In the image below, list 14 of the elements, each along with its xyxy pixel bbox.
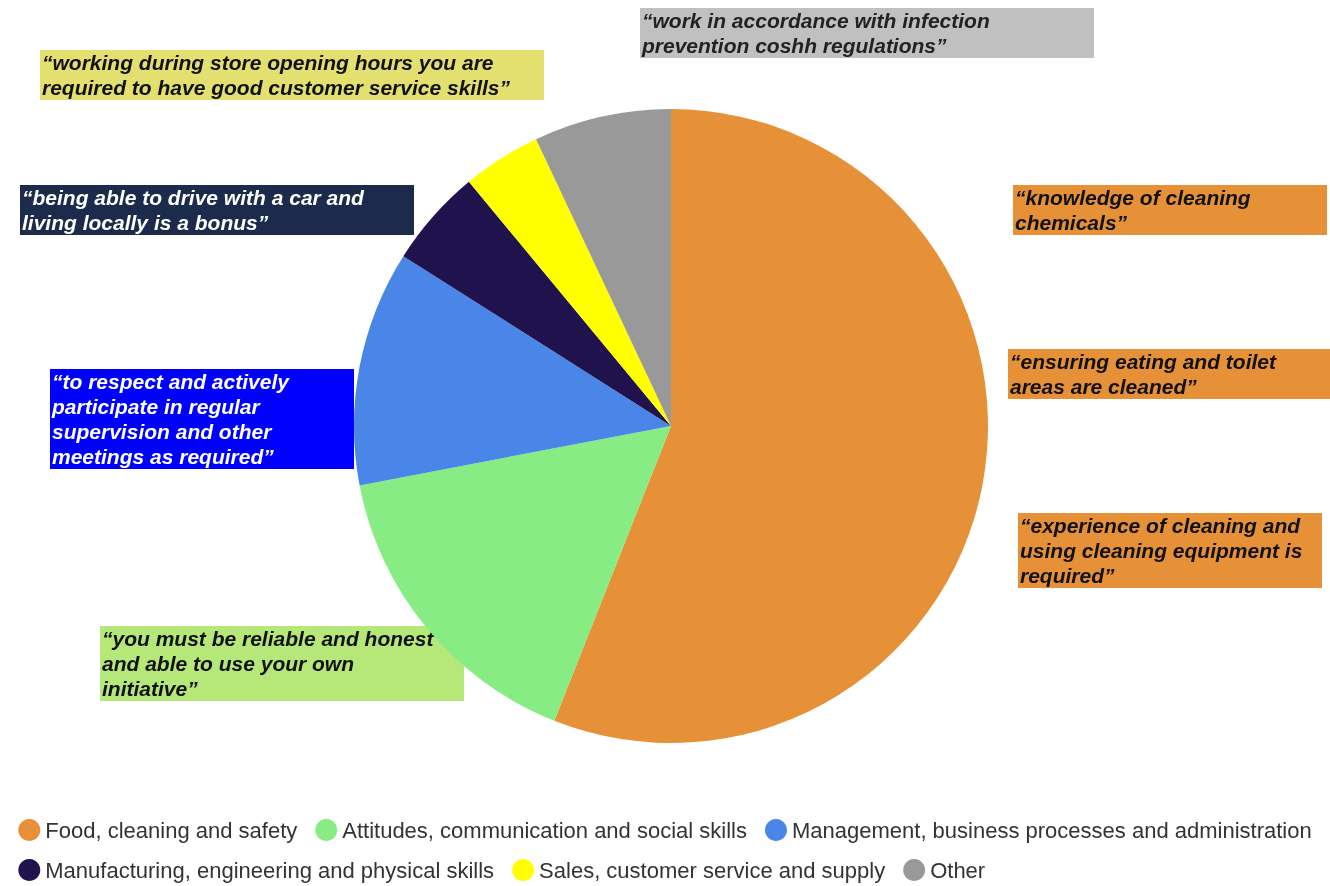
text: “working during store opening hours you are required to have good customer service skills” <box>42 51 511 99</box>
legend-label: Manufacturing, engineering and physical skills <box>45 857 495 883</box>
legend-label: Attitudes, communication and social skills <box>342 817 747 843</box>
text: “being able to drive with a car and living locally is a bonus” <box>22 186 370 234</box>
legend-label: Management, business processes and administration <box>791 817 1312 843</box>
legend-label: Other <box>930 857 986 883</box>
text: “experience of cleaning and using cleaning equipment is required” <box>1020 514 1309 587</box>
text: “knowledge of cleaning chemicals” <box>1015 186 1257 234</box>
text: “ensuring eating and toilet areas are cleaned” <box>1010 350 1282 398</box>
legend-label: Sales, customer service and supply <box>539 857 886 883</box>
text: “you must be reliable and honest and able to use your own initiative” <box>102 627 440 700</box>
text: “to respect and actively participate in regular supervision and other meetings as required” <box>51 370 295 468</box>
text: “work in accordance with infection prevention coshh regulations” <box>641 9 996 57</box>
legend-label: Food, cleaning and safety <box>45 817 298 843</box>
